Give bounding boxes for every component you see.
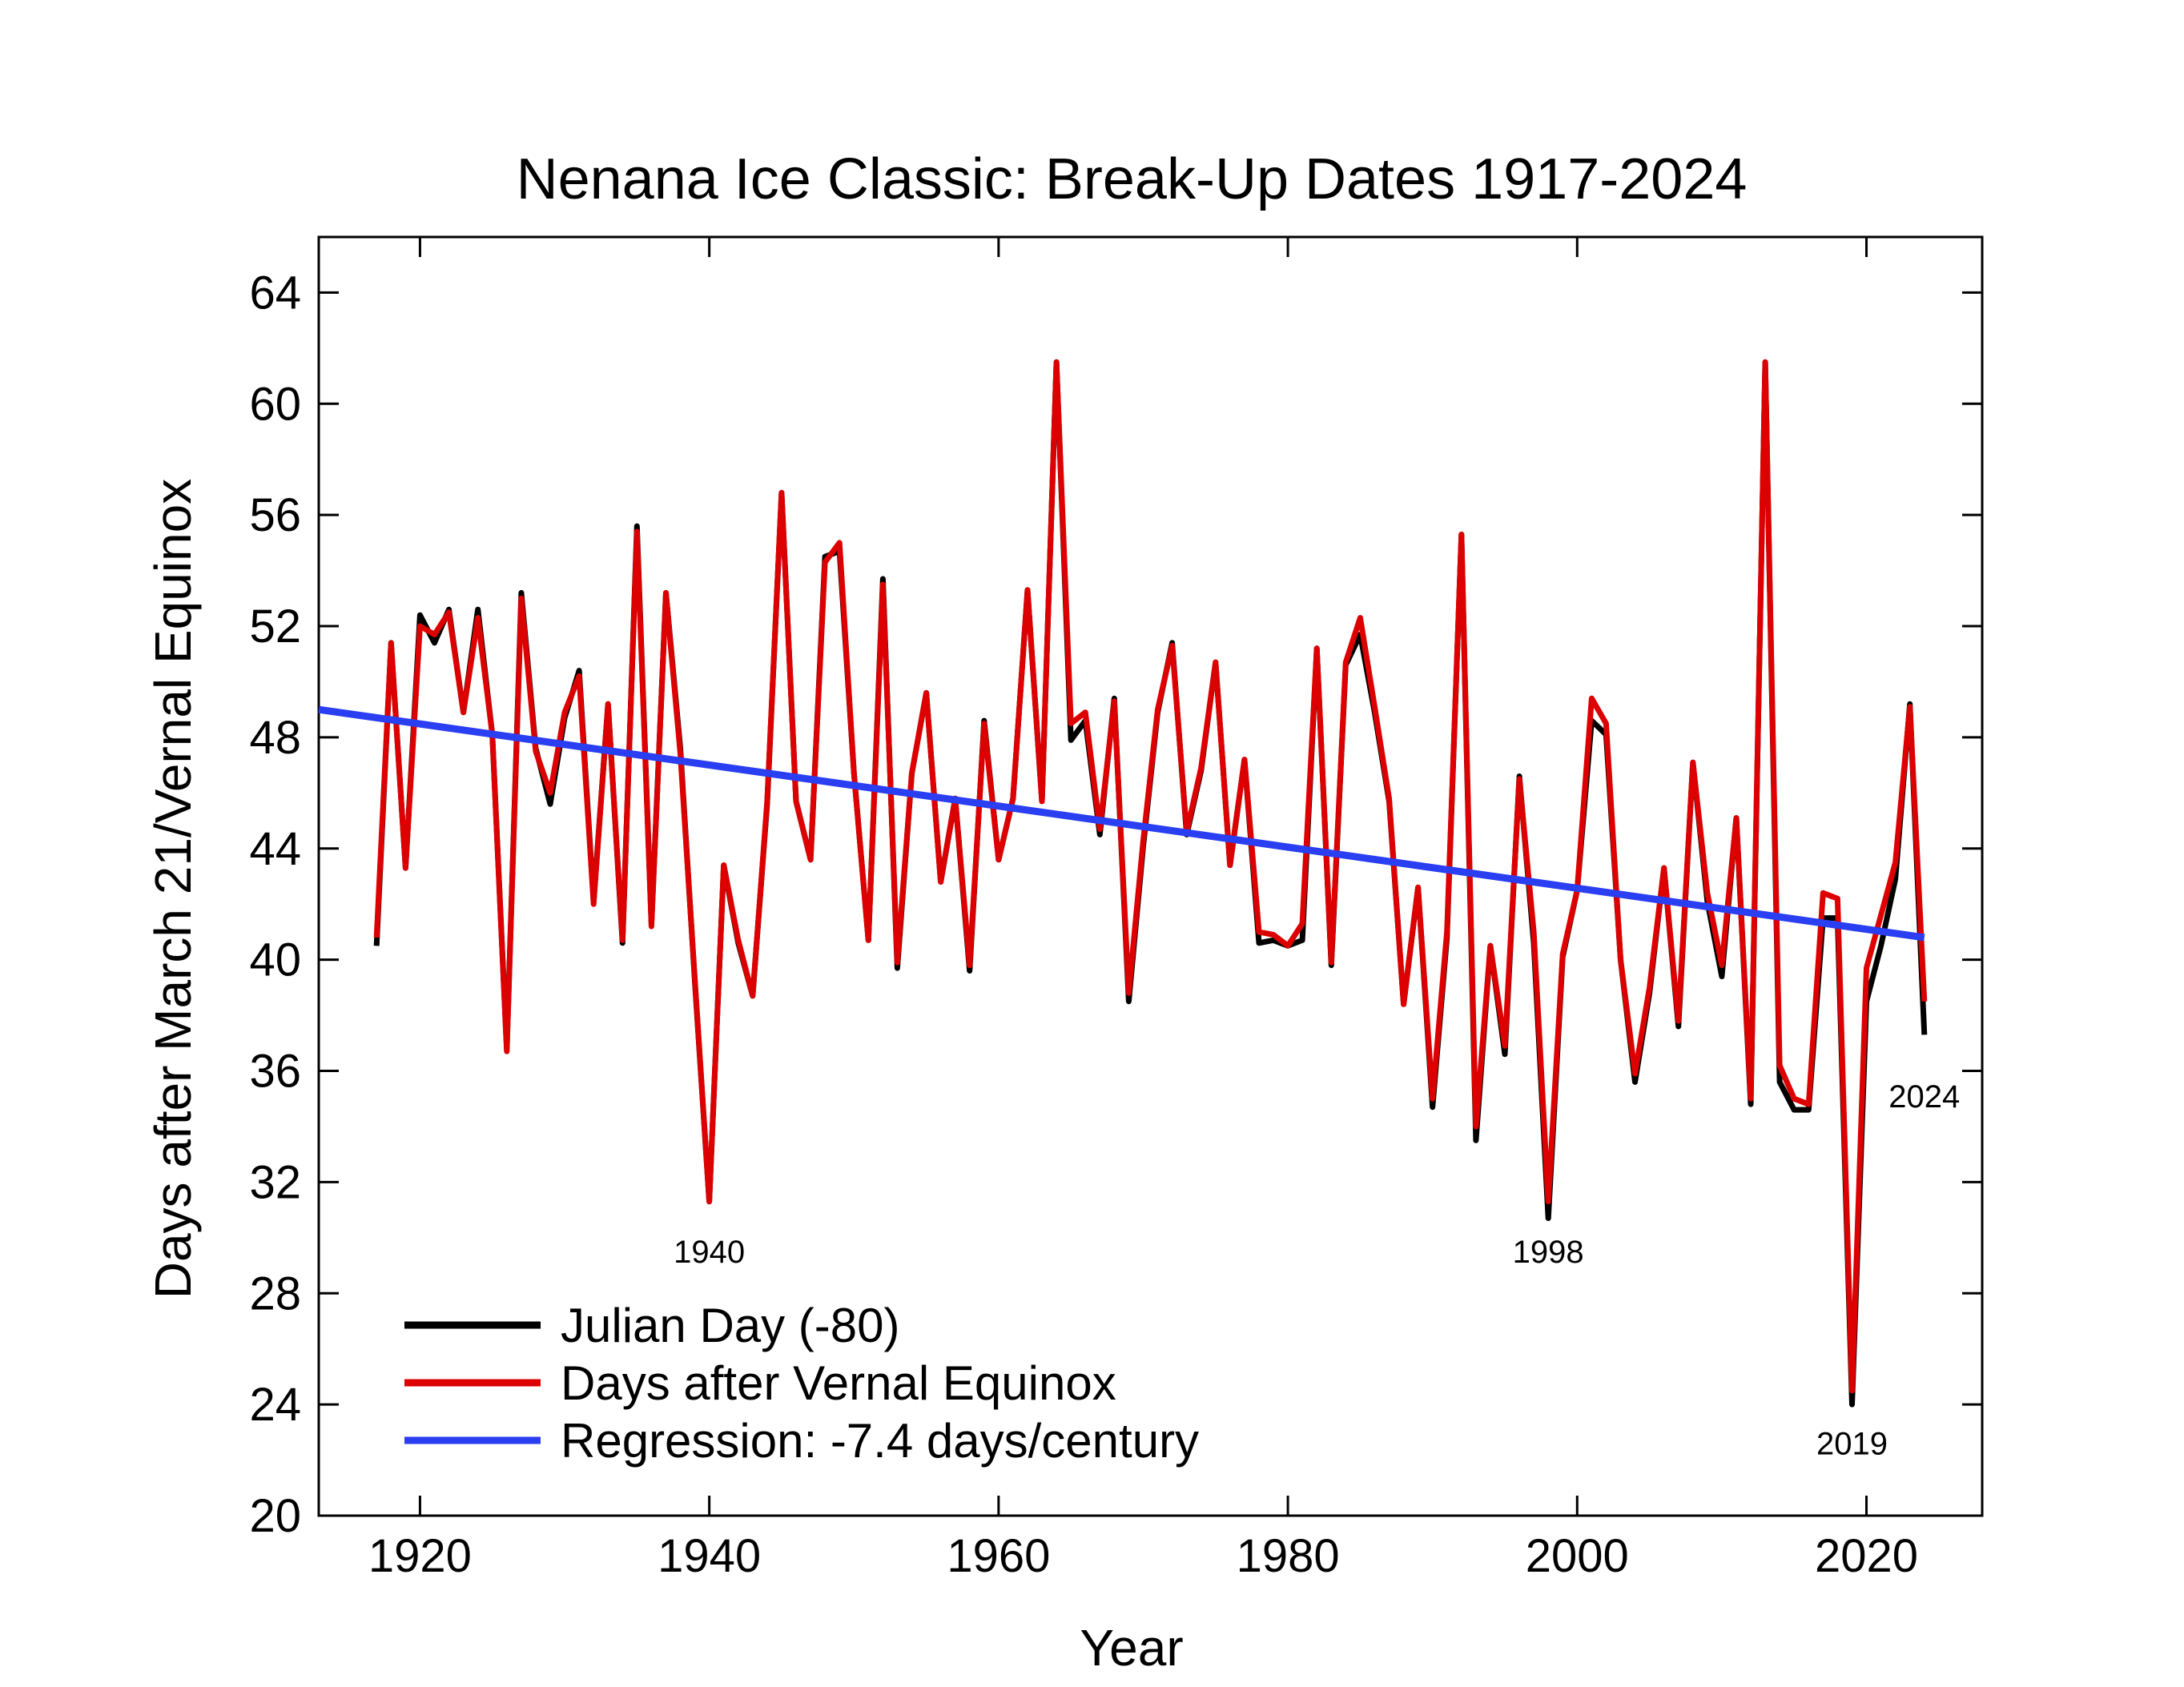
legend: Julian Day (-80)Days after Vernal Equino… [404, 1299, 1199, 1468]
y-tick-label: 40 [249, 934, 301, 986]
series-line-2 [373, 359, 1928, 1394]
y-axis-label: Days after March 21/Vernal Equinox [144, 479, 202, 1299]
legend-label-1: Julian Day (-80) [561, 1299, 900, 1352]
annotation-2019: 2019 [1816, 1427, 1888, 1462]
y-tick-label: 56 [249, 489, 301, 541]
y-tick-label: 52 [249, 600, 301, 653]
plot-area: 1920 1940 1960 1980 2000 20202024283236404448… [249, 235, 1984, 1582]
legend-label-3: Regression: -7.4 days/century [561, 1414, 1199, 1468]
annotation-1940: 1940 [674, 1235, 745, 1270]
y-tick-label: 24 [249, 1379, 301, 1431]
plot-frame [317, 235, 1984, 1517]
series-line-3 [318, 705, 1925, 942]
series-line-1 [373, 359, 1928, 1408]
y-tick-label: 20 [249, 1490, 301, 1542]
x-axis-label: Year [1080, 1619, 1183, 1677]
legend-label-2: Days after Vernal Equinox [561, 1356, 1116, 1410]
x-tick-label: 1920 [368, 1530, 472, 1582]
y-tick-label: 64 [249, 267, 301, 319]
x-tick-label: 1980 [1237, 1530, 1340, 1582]
y-tick-label: 36 [249, 1046, 301, 1098]
x-tick-label: 2000 [1526, 1530, 1629, 1582]
annotation-2024: 2024 [1888, 1079, 1960, 1115]
y-tick-label: 60 [249, 378, 301, 430]
x-tick-label: 1960 [947, 1530, 1050, 1582]
x-tick-label: 2020 [1815, 1530, 1918, 1582]
chart-title: Nenana Ice Classic: Break-Up Dates 1917-… [517, 147, 1748, 211]
x-tick-label: 1940 [658, 1530, 761, 1582]
y-tick-label: 48 [249, 712, 301, 764]
y-tick-label: 32 [249, 1156, 301, 1208]
annotation-1998: 1998 [1513, 1235, 1584, 1270]
y-tick-label: 44 [249, 823, 301, 875]
y-tick-label: 28 [249, 1267, 301, 1319]
